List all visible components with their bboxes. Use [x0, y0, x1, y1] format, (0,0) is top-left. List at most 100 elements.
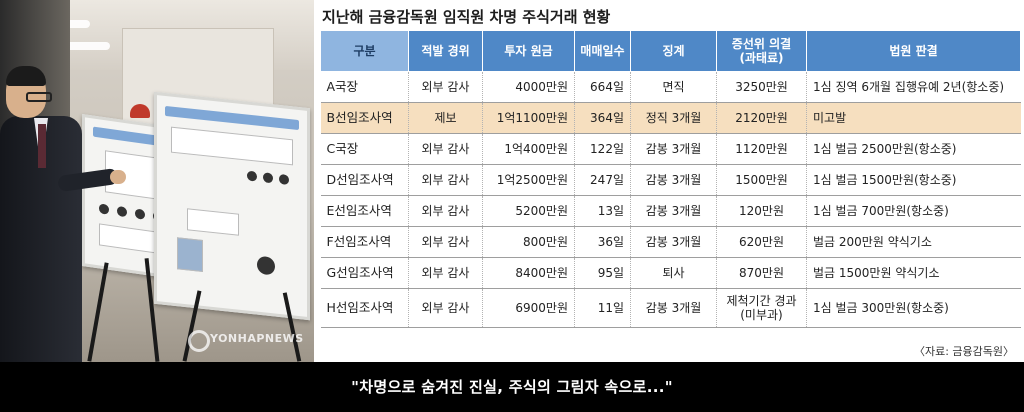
ceiling-light [60, 42, 110, 50]
table-cell-principal: 800만원 [482, 226, 575, 258]
table-cell-fine: 1500만원 [716, 164, 807, 196]
table-row: H선임조사역 외부 감사 6900만원 11일 감봉 3개월 제척기간 경과 (미부과) 1심… [320, 288, 1021, 328]
table-cell-principal: 1억2500만원 [482, 164, 575, 196]
stock-trading-table: 구분 적발 경위 투자 원금 매매일수 징계 증선위 의결 (과태료) 법원 판결 A국장 외부… [320, 30, 1021, 328]
table-cell-discipline: 감봉 3개월 [630, 226, 717, 258]
table-cell-name: B선임조사역 [320, 102, 409, 134]
table-cell-fine: 3250만원 [716, 71, 807, 103]
table-cell-court: 미고발 [806, 102, 1021, 134]
table-cell-detect: 외부 감사 [408, 164, 483, 196]
table-cell-discipline: 정직 3개월 [630, 102, 717, 134]
table-cell-fine: 제척기간 경과 (미부과) [716, 288, 807, 328]
table-cell-court: 1심 벌금 300만원(항소중) [806, 288, 1021, 328]
caption: "차명으로 숨겨진 진실, 주식의 그림자 속으로..." [351, 378, 673, 396]
table-cell-fine: 620만원 [716, 226, 807, 258]
source-note: 〈자료: 금융감독원〉 [913, 345, 1014, 358]
table-cell-discipline: 감봉 3개월 [630, 164, 717, 196]
table-cell-court: 1심 벌금 700만원(항소중) [806, 195, 1021, 227]
table-cell-name: G선임조사역 [320, 257, 409, 289]
column-header: 적발 경위 [408, 30, 483, 72]
table-cell-detect: 외부 감사 [408, 71, 483, 103]
table-cell-days: 247일 [574, 164, 631, 196]
table-cell-detect: 제보 [408, 102, 483, 134]
watermark: YONHAPNEWS [210, 332, 304, 345]
board-box [187, 208, 239, 236]
table-row: B선임조사역 제보 1억1100만원 364일 정직 3개월 2120만원 미고발 [320, 102, 1021, 134]
table-cell-principal: 5200만원 [482, 195, 575, 227]
table-cell-discipline: 면직 [630, 71, 717, 103]
table-cell-days: 95일 [574, 257, 631, 289]
watermark-logo-icon [188, 330, 210, 352]
column-header: 증선위 의결 (과태료) [716, 30, 807, 72]
column-header: 징계 [630, 30, 717, 72]
table-cell-discipline: 감봉 3개월 [630, 133, 717, 165]
table-cell-discipline: 퇴사 [630, 257, 717, 289]
agency-logo [130, 104, 150, 118]
person-icon [99, 203, 109, 215]
table-cell-court: 1심 벌금 2500만원(항소중) [806, 133, 1021, 165]
table-cell-principal: 4000만원 [482, 71, 575, 103]
table-cell-detect: 외부 감사 [408, 133, 483, 165]
table-cell-fine: 120만원 [716, 195, 807, 227]
glasses-icon [26, 92, 52, 102]
table-row: E선임조사역 외부 감사 5200만원 13일 감봉 3개월 120만원 1심 벌금 700… [320, 195, 1021, 227]
table-cell-court: 벌금 200만원 약식기소 [806, 226, 1021, 258]
table-cell-principal: 1억1100만원 [482, 102, 575, 134]
press-photo: 국세청 YONHAPNEWS [0, 0, 314, 362]
building-icon [177, 237, 203, 272]
table-cell-name: C국장 [320, 133, 409, 165]
column-header: 법원 판결 [806, 30, 1021, 72]
person-icon [247, 170, 257, 182]
table-cell-detect: 외부 감사 [408, 226, 483, 258]
table-header-row: 구분 적발 경위 투자 원금 매매일수 징계 증선위 의결 (과태료) 법원 판결 [320, 30, 1021, 72]
table-cell-court: 1심 징역 6개월 집행유예 2년(항소중) [806, 71, 1021, 103]
table-cell-detect: 외부 감사 [408, 257, 483, 289]
table-cell-detect: 외부 감사 [408, 288, 483, 328]
board-header-bar [165, 105, 299, 131]
table-row: D선임조사역 외부 감사 1억2500만원 247일 감봉 3개월 1500만원 1심 벌금… [320, 164, 1021, 196]
table-cell-days: 11일 [574, 288, 631, 328]
person-icon [279, 173, 289, 185]
table-cell-days: 36일 [574, 226, 631, 258]
table-panel: 지난해 금융감독원 임직원 차명 주식거래 현황 구분 적발 경위 투자 원금 매매일… [314, 0, 1024, 362]
table-cell-fine: 1120만원 [716, 133, 807, 165]
person-icon [257, 255, 275, 276]
table-cell-days: 13일 [574, 195, 631, 227]
table-row: A국장 외부 감사 4000만원 664일 면직 3250만원 1심 징역 6개월 집행유예… [320, 71, 1021, 103]
board-box [171, 126, 293, 166]
table-cell-name: H선임조사역 [320, 288, 409, 328]
table-cell-discipline: 감봉 3개월 [630, 288, 717, 328]
table-cell-court: 벌금 1500만원 약식기소 [806, 257, 1021, 289]
column-header: 구분 [320, 30, 409, 72]
table-cell-principal: 8400만원 [482, 257, 575, 289]
table-row: F선임조사역 외부 감사 800만원 36일 감봉 3개월 620만원 벌금 200만원 약… [320, 226, 1021, 258]
table-cell-days: 122일 [574, 133, 631, 165]
column-header: 투자 원금 [482, 30, 575, 72]
table-title: 지난해 금융감독원 임직원 차명 주식거래 현황 [322, 8, 611, 26]
person-icon [117, 205, 127, 218]
table-body: A국장 외부 감사 4000만원 664일 면직 3250만원 1심 징역 6개월 집행유예… [320, 71, 1021, 328]
table-cell-discipline: 감봉 3개월 [630, 195, 717, 227]
presenter-hair [6, 66, 46, 86]
column-header: 매매일수 [574, 30, 631, 72]
table-cell-fine: 2120만원 [716, 102, 807, 134]
table-cell-name: E선임조사역 [320, 195, 409, 227]
table-row: G선임조사역 외부 감사 8400만원 95일 퇴사 870만원 벌금 1500만원 약식기… [320, 257, 1021, 289]
table-cell-days: 364일 [574, 102, 631, 134]
table-cell-court: 1심 벌금 1500만원(항소중) [806, 164, 1021, 196]
table-cell-name: D선임조사역 [320, 164, 409, 196]
table-cell-principal: 6900만원 [482, 288, 575, 328]
table-cell-principal: 1억400만원 [482, 133, 575, 165]
presentation-board-right [154, 91, 310, 321]
person-icon [263, 172, 273, 184]
person-icon [135, 208, 145, 220]
table-row: C국장 외부 감사 1억400만원 122일 감봉 3개월 1120만원 1심 벌금 250… [320, 133, 1021, 165]
easel-leg [87, 262, 109, 362]
table-cell-name: F선임조사역 [320, 226, 409, 258]
table-cell-days: 664일 [574, 71, 631, 103]
presenter-tie [38, 124, 46, 168]
table-cell-detect: 외부 감사 [408, 195, 483, 227]
table-cell-fine: 870만원 [716, 257, 807, 289]
presenter-hand [110, 170, 126, 184]
table-cell-name: A국장 [320, 71, 409, 103]
